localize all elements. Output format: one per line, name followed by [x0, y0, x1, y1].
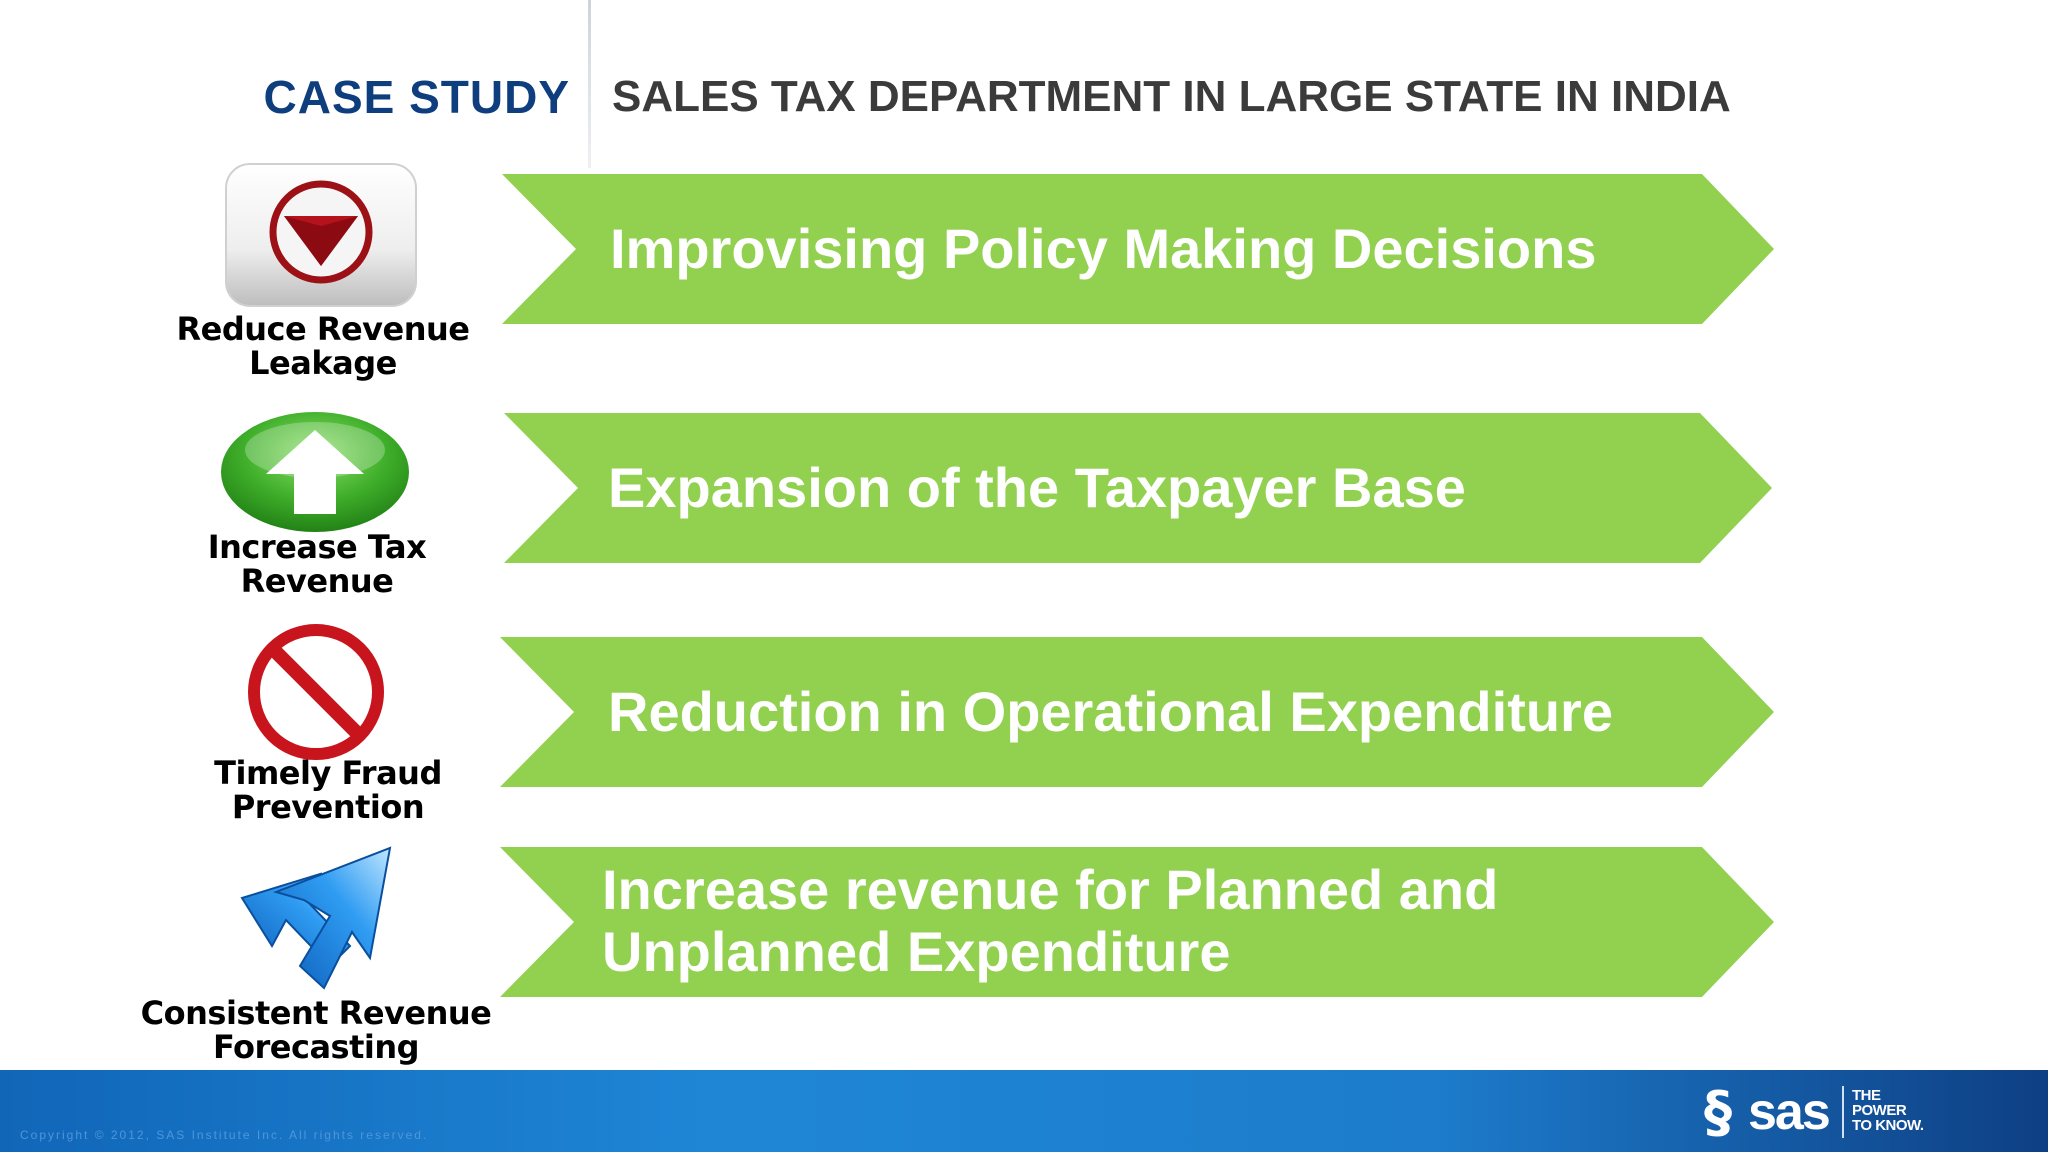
row-2-label-line-1: Increase Tax: [207, 528, 427, 566]
row-3-arrow-line-1: Reduction in Operational Expenditure: [608, 680, 1613, 743]
row-4-label-line-2: Forecasting: [212, 1028, 420, 1066]
row-2-arrow-line-1: Expansion of the Taxpayer Base: [608, 456, 1466, 519]
sas-logo: § sas THE POWER TO KNOW.: [1704, 1080, 1964, 1145]
row-4-arrow-line-1: Increase revenue for Planned and: [602, 858, 1499, 921]
double-arrow-icon: [240, 846, 396, 996]
down-arrow-button-icon: [224, 162, 418, 310]
row-3-arrow-text: Reduction in Operational Expenditure: [608, 681, 1613, 743]
tagline-line-2: POWER: [1852, 1102, 1907, 1119]
row-1-label: Reduce Revenue Leakage: [150, 312, 496, 380]
sas-tagline: THE POWER TO KNOW.: [1852, 1088, 1924, 1133]
row-1-arrow: Improvising Policy Making Decisions: [502, 174, 1774, 324]
row-4-arrow-text: Increase revenue for Planned and Unplann…: [602, 859, 1498, 983]
row-1-label-line-2: Leakage: [249, 344, 397, 382]
row-4-label-line-1: Consistent Revenue: [140, 994, 492, 1032]
up-arrow-button-icon: [218, 410, 412, 534]
sas-logo-symbol: §: [1704, 1080, 1732, 1145]
row-3-arrow: Reduction in Operational Expenditure: [500, 637, 1774, 787]
row-2-label: Increase Tax Revenue: [150, 530, 484, 598]
row-4-arrow-line-2: Unplanned Expenditure: [602, 920, 1231, 983]
row-3-label-line-2: Prevention: [231, 788, 425, 826]
row-1-arrow-text: Improvising Policy Making Decisions: [610, 218, 1596, 280]
footer-bar: [0, 1070, 2048, 1152]
tagline-line-1: THE: [1852, 1087, 1881, 1104]
row-4-arrow: Increase revenue for Planned and Unplann…: [500, 847, 1774, 997]
row-3-label-line-1: Timely Fraud: [214, 754, 442, 792]
row-2-arrow-text: Expansion of the Taxpayer Base: [608, 457, 1466, 519]
row-2-arrow: Expansion of the Taxpayer Base: [504, 413, 1772, 563]
row-3-label: Timely Fraud Prevention: [160, 756, 496, 824]
sas-logo-divider: [1842, 1086, 1844, 1138]
case-study-label: CASE STUDY: [263, 71, 570, 123]
sas-logo-text: sas: [1748, 1083, 1831, 1141]
row-4-label: Consistent Revenue Forecasting: [110, 996, 522, 1064]
row-2-label-line-2: Revenue: [240, 562, 394, 600]
row-1-arrow-line-1: Improvising Policy Making Decisions: [610, 217, 1597, 280]
prohibition-sign-icon: [246, 622, 386, 762]
header-divider: [588, 0, 591, 168]
tagline-line-3: TO KNOW.: [1852, 1117, 1924, 1134]
copyright-text: Copyright © 2012, SAS Institute Inc. All…: [20, 1128, 429, 1142]
slide-title: SALES TAX DEPARTMENT IN LARGE STATE IN I…: [612, 72, 1731, 121]
row-1-label-line-1: Reduce Revenue: [176, 310, 470, 348]
